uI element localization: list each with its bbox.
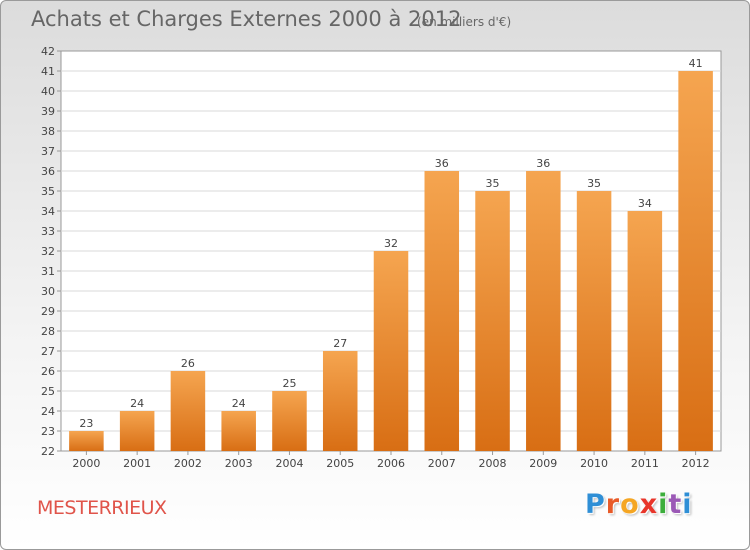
y-tick-label: 25 bbox=[41, 385, 55, 398]
y-tick-label: 34 bbox=[41, 205, 55, 218]
y-tick-label: 28 bbox=[41, 325, 55, 338]
x-tick-label: 2010 bbox=[580, 457, 608, 470]
y-tick-label: 36 bbox=[41, 165, 55, 178]
bar bbox=[272, 391, 307, 451]
data-label: 34 bbox=[638, 197, 652, 210]
data-label: 36 bbox=[536, 157, 550, 170]
proxiti-logo: Proxiti bbox=[585, 489, 693, 520]
chart-title: Achats et Charges Externes 2000 à 2012 bbox=[31, 7, 462, 31]
bar bbox=[119, 411, 155, 451]
logo-letter: t bbox=[668, 489, 683, 520]
x-tick-label: 2008 bbox=[479, 457, 507, 470]
x-tick-label: 2012 bbox=[682, 457, 710, 470]
x-tick-label: 2003 bbox=[225, 457, 253, 470]
y-tick-label: 39 bbox=[41, 105, 55, 118]
x-tick-label: 2000 bbox=[72, 457, 100, 470]
bar bbox=[170, 371, 206, 451]
data-label: 35 bbox=[486, 177, 500, 190]
data-label: 32 bbox=[384, 237, 398, 250]
x-tick-label: 2007 bbox=[428, 457, 456, 470]
y-tick-label: 38 bbox=[41, 125, 55, 138]
logo-letter: o bbox=[620, 489, 640, 520]
x-tick-label: 2009 bbox=[529, 457, 557, 470]
y-tick-label: 29 bbox=[41, 305, 55, 318]
y-tick-label: 26 bbox=[41, 365, 55, 378]
bar bbox=[526, 171, 561, 451]
y-tick-label: 27 bbox=[41, 345, 55, 358]
bar bbox=[678, 71, 713, 451]
data-label: 36 bbox=[435, 157, 449, 170]
logo-letter: i bbox=[682, 489, 693, 520]
bar bbox=[69, 431, 104, 451]
logo-letter: x bbox=[639, 489, 659, 520]
y-tick-label: 23 bbox=[41, 425, 55, 438]
x-tick-label: 2001 bbox=[123, 457, 151, 470]
y-tick-label: 31 bbox=[41, 265, 55, 278]
data-label: 25 bbox=[282, 377, 296, 390]
data-label: 24 bbox=[232, 397, 246, 410]
y-tick-label: 42 bbox=[41, 45, 55, 58]
bar bbox=[627, 211, 663, 451]
logo-letter: P bbox=[585, 489, 606, 520]
data-label: 27 bbox=[333, 337, 347, 350]
bar bbox=[576, 191, 612, 451]
x-tick-label: 2005 bbox=[326, 457, 354, 470]
bar bbox=[424, 171, 460, 451]
x-tick-label: 2004 bbox=[275, 457, 303, 470]
y-tick-label: 22 bbox=[41, 445, 55, 458]
x-tick-label: 2011 bbox=[631, 457, 659, 470]
chart-subtitle: (en milliers d'€) bbox=[417, 15, 512, 29]
y-tick-label: 40 bbox=[41, 85, 55, 98]
logo-letter: r bbox=[605, 489, 621, 520]
bar bbox=[322, 351, 358, 451]
data-labels: 23 24 26 24 25 27 32 36 35 36 35 34 41 bbox=[79, 57, 702, 430]
y-tick-label: 32 bbox=[41, 245, 55, 258]
data-label: 35 bbox=[587, 177, 601, 190]
y-tick-label: 30 bbox=[41, 285, 55, 298]
bar bbox=[373, 251, 409, 451]
y-tick-label: 33 bbox=[41, 225, 55, 238]
y-tick-label: 35 bbox=[41, 185, 55, 198]
bar bbox=[475, 191, 510, 451]
y-tick-label: 41 bbox=[41, 65, 55, 78]
y-tick-label: 37 bbox=[41, 145, 55, 158]
x-tick-label: 2002 bbox=[174, 457, 202, 470]
bars bbox=[69, 71, 713, 451]
bar bbox=[221, 411, 256, 451]
y-axis-ticks: 22 23 24 25 26 27 28 29 30 31 32 33 34 35 36 37 38 39 40 41… bbox=[41, 45, 61, 458]
data-label: 24 bbox=[130, 397, 144, 410]
x-tick-label: 2006 bbox=[377, 457, 405, 470]
y-tick-label: 24 bbox=[41, 405, 55, 418]
data-label: 23 bbox=[79, 417, 93, 430]
commune-name: MESTERRIEUX bbox=[37, 497, 167, 519]
data-label: 26 bbox=[181, 357, 195, 370]
x-axis-ticks: 2000 2001 2002 2003 2004 2005 2006 2007 2008 2009… bbox=[72, 451, 710, 470]
data-label: 41 bbox=[689, 57, 703, 70]
logo-letter: i bbox=[658, 489, 669, 520]
